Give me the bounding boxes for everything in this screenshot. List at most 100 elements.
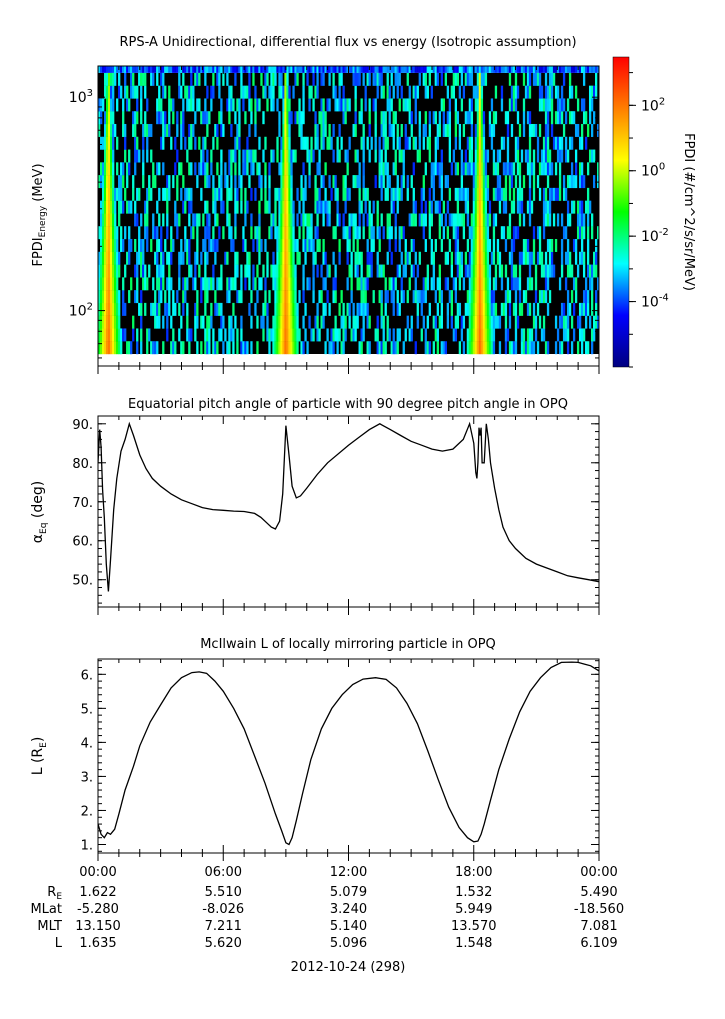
spectrogram-cell [178,162,181,176]
spectrogram-cell [286,149,289,163]
spectrogram-cell [178,302,181,316]
spectrogram-cell [282,328,285,342]
spectrogram-cell [548,162,552,176]
spectrogram-cell [168,277,171,291]
spectrogram-cell [304,328,307,342]
spectrogram-cell [560,213,564,227]
spectrogram-cell [406,290,409,304]
spectrogram-cell [160,136,163,150]
spectrogram-cell [438,290,441,304]
spectrogram-cell [238,136,241,150]
spectrogram-cell [476,187,480,201]
spectrogram-cell [476,341,480,355]
spectrogram-cell [416,264,419,278]
spectrogram-cell [276,341,279,355]
spectrogram-cell [378,226,381,240]
spectrogram-cell [258,226,261,240]
spectrogram-cell [242,341,245,355]
spectrogram-cell [114,264,117,278]
spectrogram-cell [496,149,500,163]
spectrogram-cell [516,277,520,291]
spectrogram-cell [130,66,133,73]
spectrogram-cell [196,302,199,316]
spectrogram-cell [472,213,476,227]
spectrogram-cell [438,111,441,125]
spectrogram-cell [510,123,514,137]
spectrogram-cell [216,238,219,252]
spectrogram-cell [532,149,536,163]
spectrogram-cell [240,85,243,99]
spectrogram-cell [162,213,165,227]
spectrogram-cell [494,213,498,227]
spectrogram-cell [554,85,558,99]
spectrogram-cell [296,328,299,342]
spectrogram-cell [462,277,466,291]
spectrogram-cell [278,85,281,99]
spectrogram-cell [512,302,516,316]
spectrogram-cell [102,175,105,189]
spectrogram-cell [268,66,271,73]
spectrogram-cell [392,290,395,304]
spectrogram-cell [582,302,586,316]
spectrogram-cell [528,341,532,355]
spectrogram-cell [318,66,321,73]
spectrogram-cell [222,226,225,240]
spectrogram-cell [290,162,293,176]
spectrogram-cell [484,175,488,189]
spectrogram-cell [250,162,253,176]
spectrogram-cell [256,66,259,73]
y-tick-label: 2. [81,804,93,819]
spectrogram-cell [412,200,415,214]
spectrogram-cell [168,264,171,278]
spectrogram-cell [414,66,417,73]
spectrogram-cell [538,85,542,99]
spectrogram-cell [104,341,107,355]
spectrogram-cell [580,238,584,252]
spectrogram-cell [266,98,269,112]
spectrogram-cell [378,136,381,150]
spectrogram-cell [536,341,540,355]
spectrogram-cell [352,238,355,252]
spectrogram-cell [456,264,460,278]
spectrogram-cell [290,66,293,73]
spectrogram-cell [150,187,153,201]
spectrogram-cell [360,341,363,355]
spectrogram-cell [228,226,231,240]
spectrogram-cell [272,98,275,112]
spectrogram-cell [190,136,193,150]
spectrogram-cell [386,72,389,86]
spectrogram-cell [220,200,223,214]
spectrogram-cell [448,98,451,112]
spectrogram-cell [242,85,245,99]
spectrogram-cell [490,302,494,316]
spectrogram-cell [314,175,317,189]
spectrogram-cell [264,302,267,316]
spectrogram-cell [446,251,449,265]
spectrogram-cell [384,302,387,316]
spectrogram-cell [110,315,113,329]
spectrogram-cell [518,162,522,176]
spectrogram-cell [542,136,546,150]
spectrogram-cell [282,123,285,137]
spectrogram-cell [112,187,115,201]
spectrogram-cell [354,123,357,137]
spectrogram-cell [496,66,500,73]
spectrogram-cell [478,85,482,99]
spectrogram-cell [284,66,287,73]
spectrogram-cell [570,111,574,125]
spectrogram-cell [120,226,123,240]
spectrogram-cell [454,213,458,227]
spectrogram-cell [398,264,401,278]
spectrogram-cell [486,226,490,240]
spectrogram-cell [116,136,119,150]
spectrogram-cell [388,277,391,291]
spectrogram-cell [578,328,582,342]
spectrogram-cell [294,149,297,163]
spectrogram-cell [458,213,462,227]
spectrogram-cell [506,162,510,176]
spectrogram-cell [424,213,427,227]
spectrogram-cell [194,162,197,176]
spectrogram-cell [206,111,209,125]
spectrogram-cell [110,149,113,163]
spectrogram-cell [98,175,101,189]
